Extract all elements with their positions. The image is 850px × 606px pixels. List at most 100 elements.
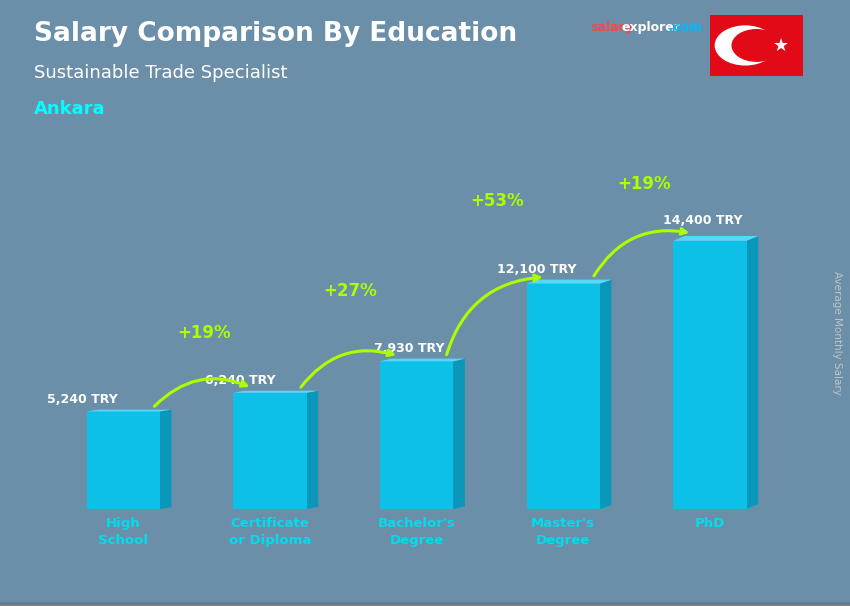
Bar <box>0 604 850 606</box>
Bar <box>0 602 850 605</box>
Bar <box>0 603 850 605</box>
Text: +27%: +27% <box>324 282 377 299</box>
Bar <box>0 603 850 605</box>
Bar <box>0 604 850 605</box>
Bar <box>0 603 850 605</box>
Bar <box>0 604 850 605</box>
Bar <box>0 603 850 605</box>
Bar <box>0 602 850 605</box>
Bar <box>0 603 850 605</box>
Bar <box>0 603 850 605</box>
Bar <box>0 604 850 605</box>
Bar <box>0 604 850 606</box>
Bar <box>0 603 850 605</box>
Bar <box>0 602 850 604</box>
Bar <box>0 604 850 605</box>
Bar <box>0 604 850 606</box>
Bar <box>0 603 850 605</box>
Bar <box>0 604 850 605</box>
Bar <box>0 604 850 606</box>
Text: +19%: +19% <box>177 324 230 342</box>
Bar <box>0 602 850 604</box>
Bar <box>0 603 850 605</box>
Bar <box>0 604 850 606</box>
Bar <box>0 603 850 605</box>
Bar <box>0 604 850 606</box>
Bar <box>0 603 850 605</box>
Bar <box>0 602 850 604</box>
Bar <box>0 602 850 604</box>
Bar <box>0 602 850 604</box>
Bar <box>0 602 850 604</box>
Polygon shape <box>380 359 465 361</box>
Bar <box>0 604 850 605</box>
Bar <box>0 604 850 605</box>
Polygon shape <box>307 391 318 509</box>
Bar <box>0 603 850 605</box>
Bar <box>0 602 850 604</box>
Bar <box>0 603 850 605</box>
Bar <box>0 603 850 605</box>
Bar <box>0 603 850 605</box>
Bar <box>0 602 850 604</box>
Bar <box>0 604 850 605</box>
Bar <box>0 603 850 605</box>
Bar <box>0 604 850 606</box>
Bar <box>0 602 850 604</box>
Bar <box>0 604 850 606</box>
Bar <box>0 603 850 605</box>
Bar <box>0 604 850 605</box>
Bar <box>0 602 850 604</box>
Bar <box>0 604 850 605</box>
Bar <box>0 604 850 605</box>
Bar <box>0 602 850 604</box>
Bar <box>0 602 850 605</box>
Bar <box>0 604 850 606</box>
Bar <box>0 603 850 605</box>
Bar <box>0 602 850 605</box>
Text: +19%: +19% <box>617 175 671 193</box>
Bar <box>0 602 850 604</box>
Text: explorer: explorer <box>621 21 680 34</box>
Bar <box>0 603 850 605</box>
Bar <box>0 603 850 605</box>
Bar <box>0 603 850 605</box>
Polygon shape <box>526 279 611 284</box>
Bar <box>0 603 850 605</box>
Bar <box>0 604 850 605</box>
Bar <box>0 603 850 605</box>
Bar <box>0 602 850 605</box>
Bar <box>0 603 850 605</box>
Bar <box>0 604 850 605</box>
Bar <box>0 602 850 605</box>
Bar <box>0 603 850 605</box>
Bar <box>0 604 850 605</box>
Circle shape <box>732 30 781 61</box>
Bar <box>0 604 850 605</box>
Bar <box>0 604 850 605</box>
Bar <box>0 602 850 605</box>
Bar <box>0 603 850 605</box>
Bar <box>0 604 850 605</box>
Bar <box>0 602 850 605</box>
Bar <box>0 602 850 605</box>
Bar <box>0 604 850 606</box>
Bar <box>0 604 850 605</box>
Bar <box>0 602 850 604</box>
Bar <box>0 602 850 604</box>
Bar <box>0 604 850 605</box>
Bar <box>0 604 850 605</box>
Bar <box>0 603 850 605</box>
Bar <box>0 603 850 605</box>
Bar <box>0 603 850 605</box>
Bar <box>0 603 850 605</box>
Bar <box>0 603 850 605</box>
Polygon shape <box>160 410 172 509</box>
Bar <box>0 602 850 604</box>
Polygon shape <box>87 411 160 509</box>
Bar <box>0 602 850 605</box>
Polygon shape <box>526 284 600 509</box>
Bar <box>0 602 850 605</box>
Bar <box>0 602 850 604</box>
Bar <box>0 604 850 606</box>
